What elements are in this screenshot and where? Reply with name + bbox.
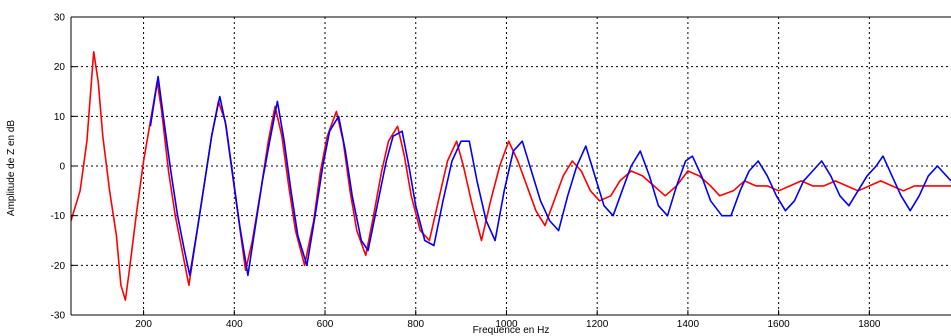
y-tick-label: -20	[51, 261, 66, 272]
x-tick-label: 600	[317, 319, 334, 330]
y-tick-label: 30	[54, 13, 66, 24]
y-tick-label: 0	[59, 162, 65, 173]
y-ticks: -30 -20 -10 0 10 20 30	[51, 13, 76, 322]
x-tick-label: 200	[135, 319, 152, 330]
x-tick-label: 1000	[495, 319, 518, 330]
y-axis-label: Amplitude de Z en dB	[6, 120, 17, 216]
x-tick-label: 400	[226, 319, 243, 330]
x-tick-label: 1800	[858, 319, 881, 330]
x-tick-label: 1200	[586, 319, 609, 330]
y-tick-label: -10	[51, 211, 66, 222]
y-tick-label: -30	[51, 311, 66, 322]
y-tick-label: 20	[54, 62, 66, 73]
series-line-1	[149, 75, 951, 277]
grid-lines	[71, 17, 951, 315]
series-group	[70, 51, 951, 301]
x-tick-label: 800	[407, 319, 424, 330]
x-ticks: 200 400 600 800 1000 1200 1400 1600 1800	[135, 310, 881, 330]
x-axis-label: Frequence en Hz	[473, 325, 550, 336]
y-tick-label: 10	[54, 112, 66, 123]
series-line-0	[70, 51, 951, 301]
x-tick-label: 1400	[677, 319, 700, 330]
x-tick-label: 1600	[768, 319, 791, 330]
